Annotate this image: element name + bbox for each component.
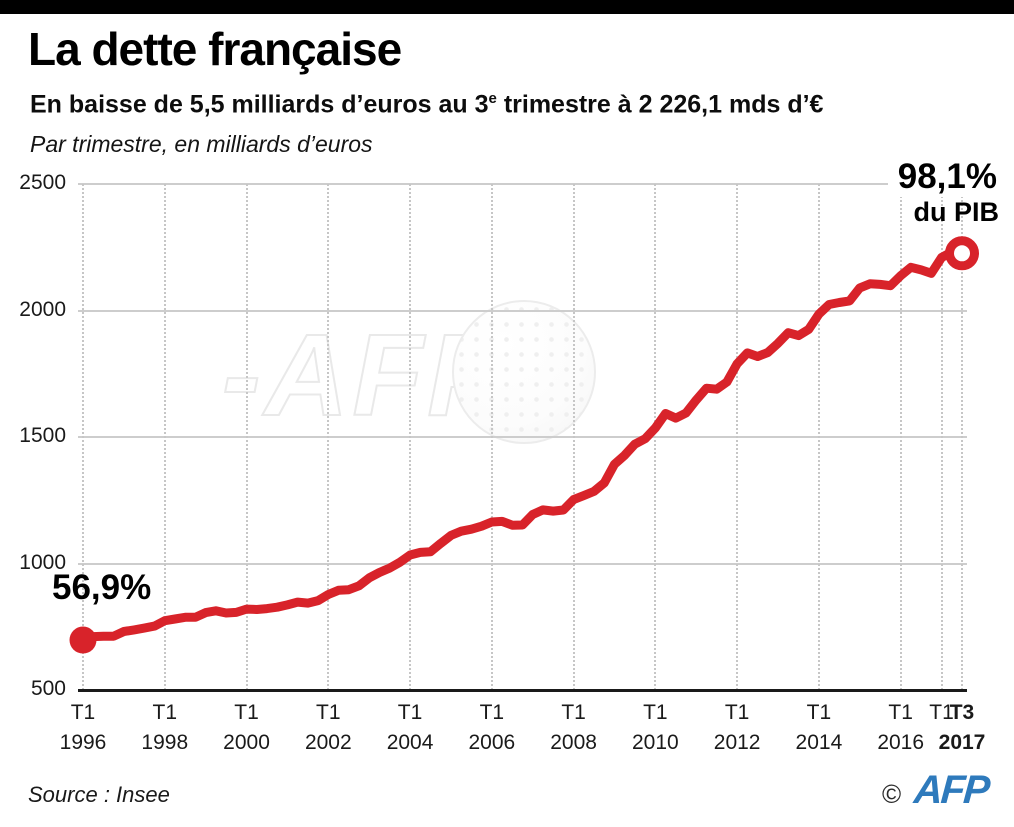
x-tick-label: T1 1996 <box>59 701 107 754</box>
v-gridline <box>899 184 902 690</box>
page-title: La dette française <box>28 23 402 75</box>
start-marker <box>69 626 97 654</box>
v-gridline <box>163 184 166 690</box>
v-gridline <box>961 184 963 690</box>
y-tick-label: 500 <box>30 677 66 700</box>
start-percent-label: 56,9% <box>52 568 152 607</box>
end-marker <box>945 236 979 271</box>
v-gridline <box>572 184 575 690</box>
x-tick-label: T1 2002 <box>304 701 352 754</box>
x-tick-label: T1 2016 <box>877 701 925 754</box>
debt-line <box>78 247 967 645</box>
v-gridline <box>82 184 84 690</box>
x-tick-label: T1 2014 <box>795 701 843 754</box>
chart-unit-note: Par trimestre, en milliards d’euros <box>30 131 373 157</box>
v-gridline <box>736 184 739 690</box>
source-credit: Source : Insee <box>28 782 170 807</box>
chart-subtitle: En baisse de 5,5 milliards d’euros au 3e… <box>30 90 823 119</box>
h-gridline <box>78 562 967 565</box>
v-gridline <box>817 184 820 690</box>
x-tick-label: T1 2010 <box>632 701 679 754</box>
y-tick-label: 1500 <box>19 424 66 447</box>
x-tick-label: T1 2004 <box>386 701 434 754</box>
x-tick-label: T1 <box>929 701 954 724</box>
v-gridline <box>245 184 248 690</box>
x-tick-label: T1 2006 <box>468 701 516 754</box>
x-tick-label: T1 2008 <box>550 701 597 754</box>
y-tick-label: 1000 <box>19 550 66 574</box>
v-gridline <box>409 184 412 690</box>
v-gridline <box>327 184 330 690</box>
subtitle-suffix: trimestre à 2 226,1 mds d’€ <box>496 90 824 119</box>
h-gridline <box>78 183 967 185</box>
end-percent-label: 98,1% <box>887 157 999 197</box>
x-tick-label: T1 2000 <box>223 701 270 754</box>
x-tick-label: T3 2017 <box>938 701 986 754</box>
v-gridline <box>654 184 657 690</box>
v-gridline <box>490 184 493 690</box>
subtitle-superscript: e <box>488 90 497 107</box>
top-black-bar <box>0 0 1014 14</box>
x-tick-label: T1 1998 <box>141 701 189 754</box>
end-percent-sublabel: du PIB <box>913 197 1000 227</box>
subtitle-text: En baisse de 5,5 milliards d’euros au 3 <box>30 90 489 119</box>
x-tick-label: T1 2012 <box>713 701 761 754</box>
y-tick-label: 2000 <box>19 297 66 321</box>
x-axis-line <box>78 689 967 692</box>
y-tick-label: 2500 <box>19 171 66 194</box>
copyright-icon: © <box>882 779 902 809</box>
h-gridline <box>78 309 967 312</box>
v-gridline <box>940 184 943 690</box>
h-gridline <box>78 436 967 438</box>
afp-globe-icon <box>452 300 596 444</box>
